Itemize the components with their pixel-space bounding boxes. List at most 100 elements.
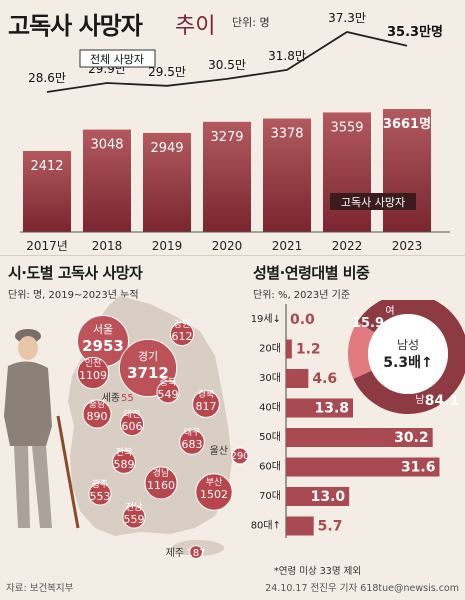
page-subtitle: 추이 [175,14,216,39]
age-row: 20대 1.2 [259,339,321,359]
region-value: 683 [182,438,203,451]
x-tick-label: 2020 [212,239,243,253]
legend-bar: 고독사 사망자 [330,193,416,210]
region-value: 3712 [127,364,169,382]
pie-slice-여 [348,321,375,379]
age-row: 40대 13.8 [259,398,354,418]
age-row: 70대 13.0 [259,487,350,506]
pie-slice-label: 남 [415,394,424,406]
region-bubble-울산: 울산 290 [210,445,250,465]
age-category-label: 20대 [259,343,281,355]
region-name: 충남 [89,399,106,410]
region-value: 559 [124,513,145,526]
bar-value-label: 3559 [330,120,363,135]
line-value-label: 31.8만 [268,49,306,63]
bar-2021 [263,118,311,232]
total-deaths-line [46,31,408,93]
region-value: 55 [121,393,134,404]
age-subtitle: 단위: %, 2023년 기준 [253,290,351,301]
region-name: 경기 [138,350,158,363]
region-value: 290 [230,451,249,462]
region-name: 울산 [210,445,228,457]
age-category-label: 80대↑ [251,520,281,532]
age-category-label: 50대 [259,431,281,443]
region-name: 경남 [153,467,170,479]
age-value-label: 5.7 [318,519,343,535]
line-value-label: 28.6만 [28,71,66,85]
pie-center-label: 남성 [397,338,419,352]
line-value-label: 37.3만 [328,11,366,25]
pie-slice-value: 84.1 [425,393,460,409]
region-name: 대구 [184,427,201,438]
line-value-label: 29.5만 [148,65,186,79]
elderly-person-icon [4,329,80,529]
region-name: 충북 [160,377,177,388]
age-bar [286,516,314,536]
bar-value-label: 3048 [90,138,123,153]
region-name: 인천 [85,358,102,369]
region-subtitle: 단위: 명, 2019~2023년 누적 [8,290,139,301]
age-title: 성별·연령대별 비중 [253,264,370,282]
age-bar [286,457,440,477]
bar-value-label: 3661명 [383,116,431,132]
pie-slice-label: 여 [385,305,394,317]
x-tick-label: 2022 [332,239,363,253]
region-name: 세종 [102,392,120,404]
region-bubble-세종: 세종 55 [102,392,134,404]
age-row: 30대 4.6 [259,369,337,388]
region-name: 전북 [116,447,133,458]
x-tick-label: 2021 [272,239,303,253]
legend-line-label: 전체 사망자 [90,53,144,66]
region-value: 612 [172,330,193,343]
region-value: 606 [122,420,143,433]
region-title: 시·도별 고독사 사망자 [8,264,143,282]
pie-slice-남 [353,300,465,414]
bar-2017년 [23,150,71,232]
legend-bar-label: 고독사 사망자 [341,196,405,209]
gender-pie: 남성 5.3배↑ 남 84.1 여15.9 [348,300,465,414]
bar-2018 [83,129,131,232]
age-value-label: 13.0 [311,489,346,505]
age-row: 60대 31.6 [259,457,440,477]
age-row: 80대↑ 5.7 [251,516,343,536]
source: 자료: 보건복지부 [6,583,74,594]
age-row: 50대 30.2 [259,428,433,447]
legend-line: 전체 사망자 [79,49,156,68]
region-name: 강원 [174,319,191,330]
age-value-label: 4.6 [312,371,337,387]
line-value-label: 30.5만 [208,58,246,72]
pie-center-value: 5.3배↑ [383,355,432,371]
age-value-label: 0.0 [290,312,315,328]
region-value: 890 [87,410,108,423]
credit: 24.10.17 전진우 기자 618tue@newsis.com [265,583,459,594]
age-bar [286,339,292,359]
bar-value-label: 2949 [150,141,183,156]
bar-2022 [323,112,371,232]
x-tick-label: 2019 [152,239,183,253]
age-value-label: 1.2 [296,342,321,358]
region-value: 2953 [82,337,124,355]
region-value: 549 [158,388,179,401]
bar-value-label: 3378 [270,127,303,142]
region-value: 1502 [200,488,228,501]
region-value: 1109 [79,369,107,382]
region-name: 대전 [124,409,141,420]
page-title: 고독사 사망자 [8,12,143,40]
bar-2023 [383,109,431,232]
age-bar [286,369,309,388]
x-tick-label: 2017년 [26,239,68,253]
region-name: 서울 [93,323,113,336]
bar-2019 [143,132,191,232]
region-value: 1160 [147,479,175,492]
age-value-label: 30.2 [394,430,429,446]
